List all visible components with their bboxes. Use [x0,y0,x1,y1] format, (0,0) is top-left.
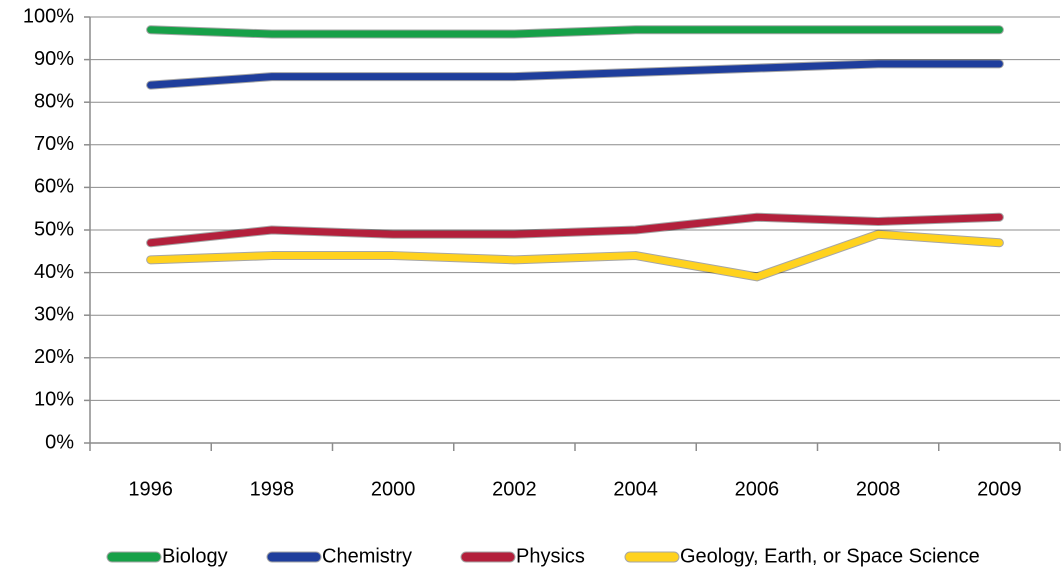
series-line [147,230,1003,281]
x-tick-label: 1996 [128,478,173,500]
y-tick-label: 30% [34,303,74,325]
x-tick-label: 1998 [250,478,295,500]
series-line [147,26,1003,38]
legend-label: Geology, Earth, or Space Science [680,545,980,567]
x-tick-label: 2004 [613,478,658,500]
x-tick-label: 2006 [735,478,780,500]
y-tick-label: 100% [23,5,74,27]
y-tick-label: 70% [34,133,74,155]
y-tick-label: 10% [34,389,74,411]
y-tick-label: 60% [34,176,74,198]
series-line [147,60,1003,89]
y-tick-label: 80% [34,90,74,112]
y-tick-label: 20% [34,346,74,368]
y-tick-label: 0% [45,431,74,453]
legend-label: Chemistry [322,545,412,567]
x-tick-label: 2009 [977,478,1022,500]
y-tick-label: 90% [34,48,74,70]
x-tick-label: 2008 [856,478,901,500]
x-tick-label: 2000 [371,478,416,500]
series-line [147,213,1003,247]
y-tick-label: 40% [34,261,74,283]
x-tick-label: 2002 [492,478,537,500]
legend-label: Biology [162,545,228,567]
legend-label: Physics [516,545,585,567]
y-tick-label: 50% [34,218,74,240]
